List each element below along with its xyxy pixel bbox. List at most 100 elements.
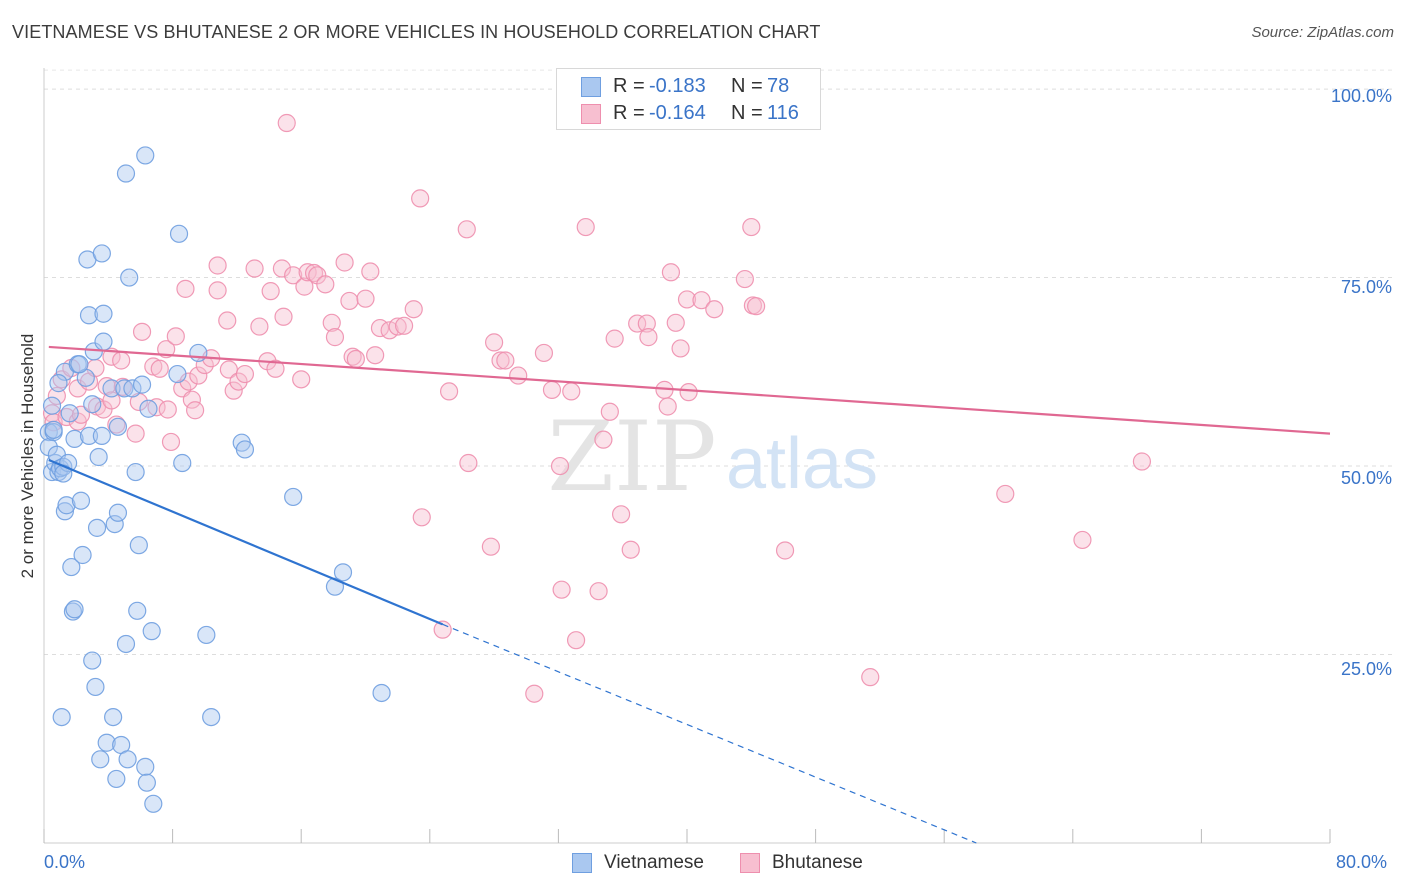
data-point-vietnamese <box>39 423 58 442</box>
data-point-bhutanese <box>658 397 677 416</box>
data-point-bhutanese <box>439 382 459 401</box>
data-point-bhutanese <box>459 453 478 473</box>
data-point-bhutanese <box>735 269 754 289</box>
data-point-vietnamese <box>173 453 192 473</box>
data-point-bhutanese <box>325 328 345 347</box>
data-point-bhutanese <box>637 314 656 333</box>
watermark: ZIP atlas <box>547 401 878 513</box>
legend-swatch-vietnamese <box>572 853 592 873</box>
data-point-vietnamese <box>372 683 391 703</box>
data-point-bhutanese <box>229 372 248 391</box>
data-point-vietnamese <box>60 404 79 423</box>
data-point-bhutanese <box>679 383 698 402</box>
data-point-vietnamese <box>91 750 110 769</box>
legend-n-label: N = <box>731 75 763 97</box>
data-point-bhutanese <box>534 343 554 363</box>
source-label: Source: ZipAtlas.com <box>1251 24 1394 41</box>
data-point-vietnamese <box>86 677 105 697</box>
x-tick-label-max: 80.0% <box>1336 852 1388 872</box>
data-point-bhutanese <box>322 313 341 332</box>
data-point-bhutanese <box>250 317 269 336</box>
data-point-bhutanese <box>245 259 264 278</box>
correlation-legend: R = -0.183 N = 78 R = -0.164 N = 116 <box>556 68 821 130</box>
data-point-vietnamese <box>169 224 189 243</box>
data-point-vietnamese <box>116 164 136 183</box>
data-point-vietnamese <box>128 601 147 620</box>
data-point-vietnamese <box>129 536 148 555</box>
data-point-bhutanese <box>186 401 205 420</box>
data-point-vietnamese <box>139 399 158 418</box>
data-point-bhutanese <box>266 359 285 378</box>
watermark-zip: ZIP <box>547 401 716 513</box>
data-point-bhutanese <box>166 327 185 346</box>
trend-lines <box>48 345 1331 844</box>
data-point-bhutanese <box>550 456 570 476</box>
data-point-bhutanese <box>671 339 690 358</box>
data-point-vietnamese <box>142 622 161 641</box>
data-point-bhutanese <box>340 291 359 311</box>
trend-line-bhutanese <box>48 345 1331 435</box>
data-point-bhutanese <box>272 259 292 278</box>
data-point-bhutanese <box>218 311 237 330</box>
data-point-bhutanese <box>628 314 647 333</box>
data-point-bhutanese <box>277 113 296 133</box>
data-point-vietnamese <box>79 306 99 325</box>
data-point-bhutanese <box>404 300 423 319</box>
data-point-bhutanese <box>126 424 145 443</box>
data-point-vietnamese <box>83 395 102 414</box>
data-point-vietnamese <box>102 379 121 398</box>
y-axis-title: 2 or more Vehicles in Household <box>18 333 37 579</box>
data-point-bhutanese <box>274 307 293 326</box>
legend-label-vietnamese: Vietnamese <box>604 852 704 873</box>
bhutanese-points <box>42 79 1152 703</box>
legend-swatch-vietnamese <box>581 77 601 97</box>
data-point-bhutanese <box>589 582 608 601</box>
data-point-bhutanese <box>692 291 711 310</box>
data-point-vietnamese <box>108 417 128 436</box>
data-point-bhutanese <box>639 328 658 347</box>
y-tick-label-50: 50.0% <box>1340 468 1392 488</box>
data-point-bhutanese <box>132 322 152 341</box>
legend-r-label: R = <box>613 75 645 97</box>
data-point-vietnamese <box>42 396 62 415</box>
data-point-vietnamese <box>137 773 156 792</box>
legend-n-label: N = <box>731 102 763 124</box>
x-tick-label-min: 0.0% <box>44 852 86 872</box>
data-point-bhutanese <box>411 189 430 208</box>
data-point-bhutanese <box>112 351 131 370</box>
data-point-bhutanese <box>481 537 500 556</box>
data-point-bhutanese <box>150 359 169 378</box>
legend-r-value: -0.164 <box>649 102 706 124</box>
data-point-vietnamese <box>87 518 107 537</box>
data-point-vietnamese <box>108 503 128 522</box>
data-point-bhutanese <box>343 347 362 366</box>
data-point-bhutanese <box>335 253 354 272</box>
data-point-vietnamese <box>65 429 84 448</box>
data-point-vietnamese <box>107 769 126 789</box>
data-point-vietnamese <box>92 244 111 263</box>
data-point-bhutanese <box>346 349 365 369</box>
data-point-bhutanese <box>412 508 431 527</box>
data-point-bhutanese <box>552 580 571 599</box>
data-point-bhutanese <box>666 313 685 332</box>
data-point-vietnamese <box>94 304 113 323</box>
data-point-vietnamese <box>62 557 81 577</box>
data-point-bhutanese <box>189 366 208 385</box>
data-point-vietnamese <box>57 496 76 515</box>
trend-line-vietnamese <box>48 458 444 626</box>
axes <box>43 68 1331 844</box>
data-point-bhutanese <box>158 400 177 419</box>
data-point-bhutanese <box>600 402 619 421</box>
data-point-bhutanese <box>576 217 595 237</box>
data-point-vietnamese <box>168 364 187 384</box>
data-point-vietnamese <box>136 757 155 776</box>
data-point-vietnamese <box>104 707 123 727</box>
data-point-vietnamese <box>325 577 345 596</box>
gridlines <box>44 69 1394 656</box>
vietnamese-points <box>39 146 391 813</box>
data-point-bhutanese <box>356 289 375 308</box>
data-point-vietnamese <box>70 355 89 374</box>
data-point-bhutanese <box>284 266 303 285</box>
data-point-bhutanese <box>176 279 195 298</box>
